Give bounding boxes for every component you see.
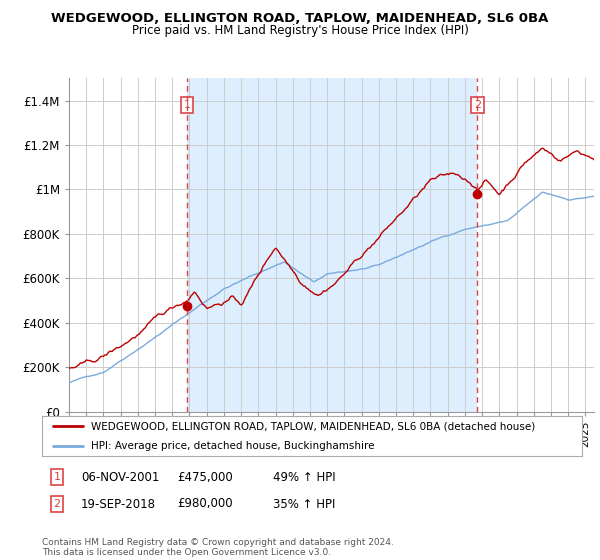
Text: 49% ↑ HPI: 49% ↑ HPI bbox=[273, 470, 335, 484]
Text: 1: 1 bbox=[184, 100, 190, 110]
Text: WEDGEWOOD, ELLINGTON ROAD, TAPLOW, MAIDENHEAD, SL6 0BA: WEDGEWOOD, ELLINGTON ROAD, TAPLOW, MAIDE… bbox=[52, 12, 548, 25]
Text: Price paid vs. HM Land Registry's House Price Index (HPI): Price paid vs. HM Land Registry's House … bbox=[131, 24, 469, 36]
Text: £980,000: £980,000 bbox=[177, 497, 233, 511]
Text: HPI: Average price, detached house, Buckinghamshire: HPI: Average price, detached house, Buck… bbox=[91, 441, 374, 451]
Text: 06-NOV-2001: 06-NOV-2001 bbox=[81, 470, 160, 484]
Text: 35% ↑ HPI: 35% ↑ HPI bbox=[273, 497, 335, 511]
Text: 19-SEP-2018: 19-SEP-2018 bbox=[81, 497, 156, 511]
Bar bbox=[187, 78, 477, 412]
Text: 1: 1 bbox=[53, 472, 61, 482]
Text: 2: 2 bbox=[53, 499, 61, 509]
Text: WEDGEWOOD, ELLINGTON ROAD, TAPLOW, MAIDENHEAD, SL6 0BA (detached house): WEDGEWOOD, ELLINGTON ROAD, TAPLOW, MAIDE… bbox=[91, 421, 535, 431]
Text: 2: 2 bbox=[474, 100, 481, 110]
Text: Contains HM Land Registry data © Crown copyright and database right 2024.
This d: Contains HM Land Registry data © Crown c… bbox=[42, 538, 394, 557]
Text: £475,000: £475,000 bbox=[177, 470, 233, 484]
